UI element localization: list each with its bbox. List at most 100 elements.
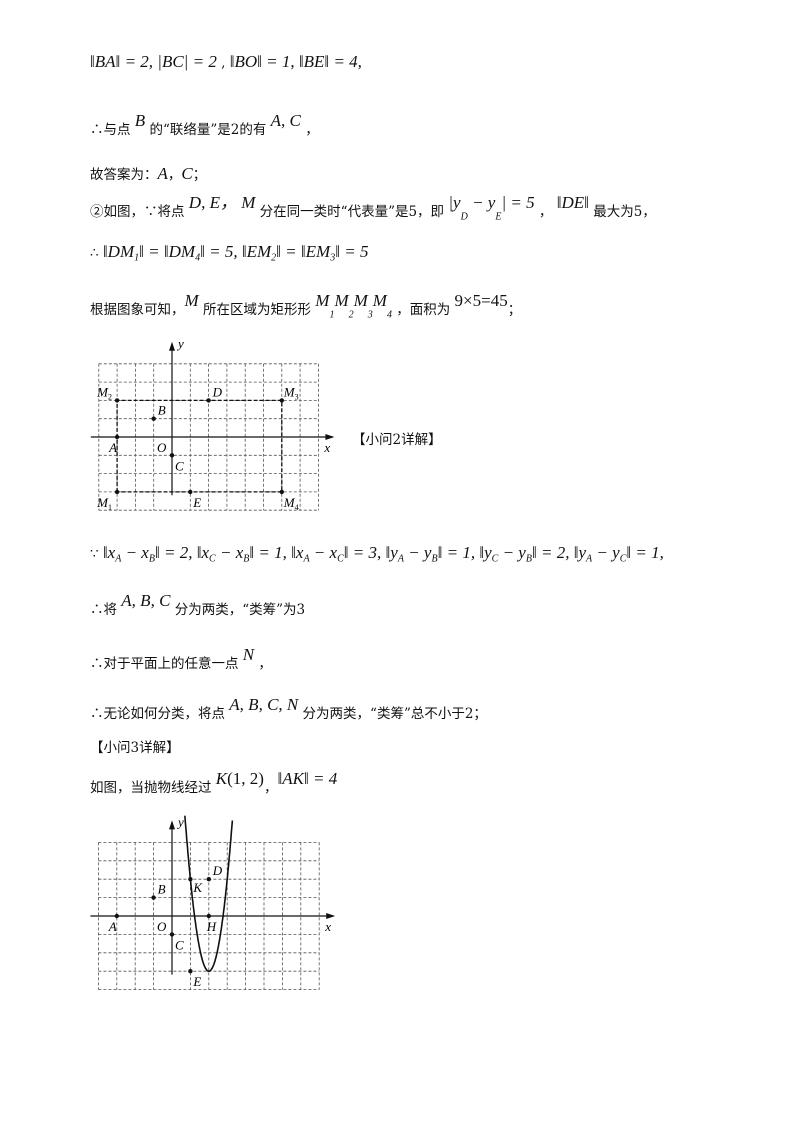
text-line: ∴ ‖DM1‖ = ‖DM4‖ = 5, ‖EM2‖ = ‖EM3‖ = 5	[90, 242, 368, 264]
math-expression: ‖ = 3, ‖y	[343, 543, 398, 562]
text-segment: 分为两类，“类筹”为3	[170, 602, 306, 618]
math-expression: C	[209, 553, 216, 565]
math-expression: C	[491, 553, 499, 565]
math-expression: |y	[448, 193, 461, 212]
point-label-H: H	[206, 919, 217, 934]
text-line: ∴将 A, B, C 分为两类，“类筹”为3	[90, 591, 306, 619]
text-segment: ；	[507, 302, 522, 318]
point-A	[114, 434, 120, 440]
point-label-M4: M4	[283, 495, 299, 512]
math-expression: ‖BO‖ = 1, ‖BE‖ = 4,	[229, 52, 362, 71]
math-expression: ‖ = 1, ‖x	[249, 543, 304, 562]
math-expression: ‖DM	[102, 242, 135, 261]
text-segment: ,	[216, 55, 230, 71]
math-expression: ‖ = 1,	[626, 543, 664, 562]
text-segment: 根据图象可知，	[90, 302, 185, 318]
math-expression: 1	[329, 309, 335, 321]
math-expression: ‖ = 5	[335, 242, 369, 261]
math-expression: 9×5=45	[454, 291, 508, 310]
math-expression: (1, 2)	[227, 769, 264, 788]
x-axis-arrow-icon	[326, 913, 336, 919]
text-segment: ，	[167, 167, 182, 183]
origin-label: O	[157, 919, 167, 934]
math-expression: B	[148, 553, 155, 565]
point-M1	[114, 489, 120, 495]
math-expression: 1	[134, 252, 140, 264]
math-expression: ‖ = 2, ‖y	[531, 543, 587, 562]
math-expression: M	[334, 291, 349, 310]
math-expression: − x	[121, 543, 149, 562]
point-D	[206, 398, 211, 403]
point-C	[169, 453, 175, 458]
parabola-curve	[184, 815, 234, 972]
math-expression: A	[397, 553, 404, 565]
point-C	[169, 932, 175, 937]
text-line: 故答案为：A，C；	[90, 163, 206, 184]
math-expression: ‖x	[102, 543, 116, 562]
text-line: ∴对于平面上的任意一点 N ，	[90, 645, 272, 673]
math-expression: B	[525, 553, 532, 565]
point-label-M3: M3	[283, 384, 299, 401]
math-expression: − x	[215, 543, 244, 562]
math-expression: A, B, C, N	[229, 695, 299, 714]
math-expression: − x	[309, 543, 338, 562]
text-segment: 分在同一类时“代表量”是5，即	[255, 204, 449, 220]
math-expression: A	[157, 164, 168, 183]
math-expression: M	[372, 291, 387, 310]
point-D	[206, 877, 211, 882]
math-expression: B	[134, 111, 146, 130]
math-expression: E	[495, 211, 502, 223]
point-M3	[279, 398, 284, 403]
origin-label: O	[157, 440, 167, 455]
math-expression: 3	[367, 309, 373, 321]
point-E	[188, 969, 193, 974]
text-line: ‖BA‖ = 2, |BC| = 2 , ‖BO‖ = 1, ‖BE‖ = 4,	[90, 52, 362, 72]
text-segment: ∴	[90, 245, 103, 261]
math-expression: − y	[467, 193, 496, 212]
math-expression: 4	[386, 309, 392, 321]
text-segment: ；	[192, 167, 207, 183]
point-M2	[114, 398, 120, 403]
point-label-C: C	[175, 458, 184, 473]
text-segment: ∴无论如何分类，将点	[90, 706, 230, 722]
x-axis-arrow-icon	[325, 434, 335, 440]
point-M4	[279, 489, 284, 495]
text-segment: 故答案为：	[90, 167, 158, 183]
text-segment: ，	[254, 656, 272, 672]
point-label-C: C	[175, 937, 184, 952]
point-label-A: A	[108, 440, 117, 455]
x-axis-label: x	[323, 440, 330, 455]
text-line: ∴无论如何分类，将点 A, B, C, N 分为两类，“类筹”总不小于2；	[90, 695, 487, 723]
point-label-A: A	[108, 919, 117, 934]
x-axis-label: x	[324, 919, 331, 934]
math-expression: C	[337, 553, 344, 565]
math-expression: 3	[330, 252, 336, 264]
y-axis-arrow-icon	[169, 820, 175, 830]
math-expression: ‖AK‖ = 4	[277, 769, 338, 788]
math-expression: ‖ = 1, ‖y	[437, 543, 492, 562]
text-line: ∵ ‖xA − xB‖ = 2, ‖xC − xB‖ = 1, ‖xA − xC…	[90, 543, 664, 565]
math-expression: M	[315, 291, 330, 310]
point-E	[188, 489, 193, 495]
text-segment: 【小问3详解】	[90, 740, 180, 756]
math-expression: C	[181, 164, 193, 183]
point-label-K: K	[192, 880, 203, 895]
point-label-D: D	[212, 863, 223, 878]
math-expression: M	[353, 291, 368, 310]
text-line: ∴与点 B 的“联络量”是2的有 A, C ，	[90, 111, 319, 139]
text-segment: 分为两类，“类筹”总不小于2；	[298, 706, 487, 722]
math-expression: A, B, C	[121, 591, 171, 610]
math-expression: | = 5	[501, 193, 535, 212]
text-segment: ，	[263, 780, 278, 796]
point-label-E: E	[192, 495, 201, 510]
math-expression: 4	[195, 252, 201, 264]
y-axis-label: y	[176, 336, 184, 351]
text-segment: 最大为5，	[588, 204, 656, 220]
math-expression: A	[586, 553, 593, 565]
point-B	[151, 895, 156, 900]
y-axis-label: y	[176, 814, 184, 829]
math-expression: − y	[592, 543, 620, 562]
coordinate-figure-rectangle: x y O A B C D E M1 M2 M3 M4	[90, 336, 335, 512]
math-expression: A, C	[270, 111, 301, 130]
